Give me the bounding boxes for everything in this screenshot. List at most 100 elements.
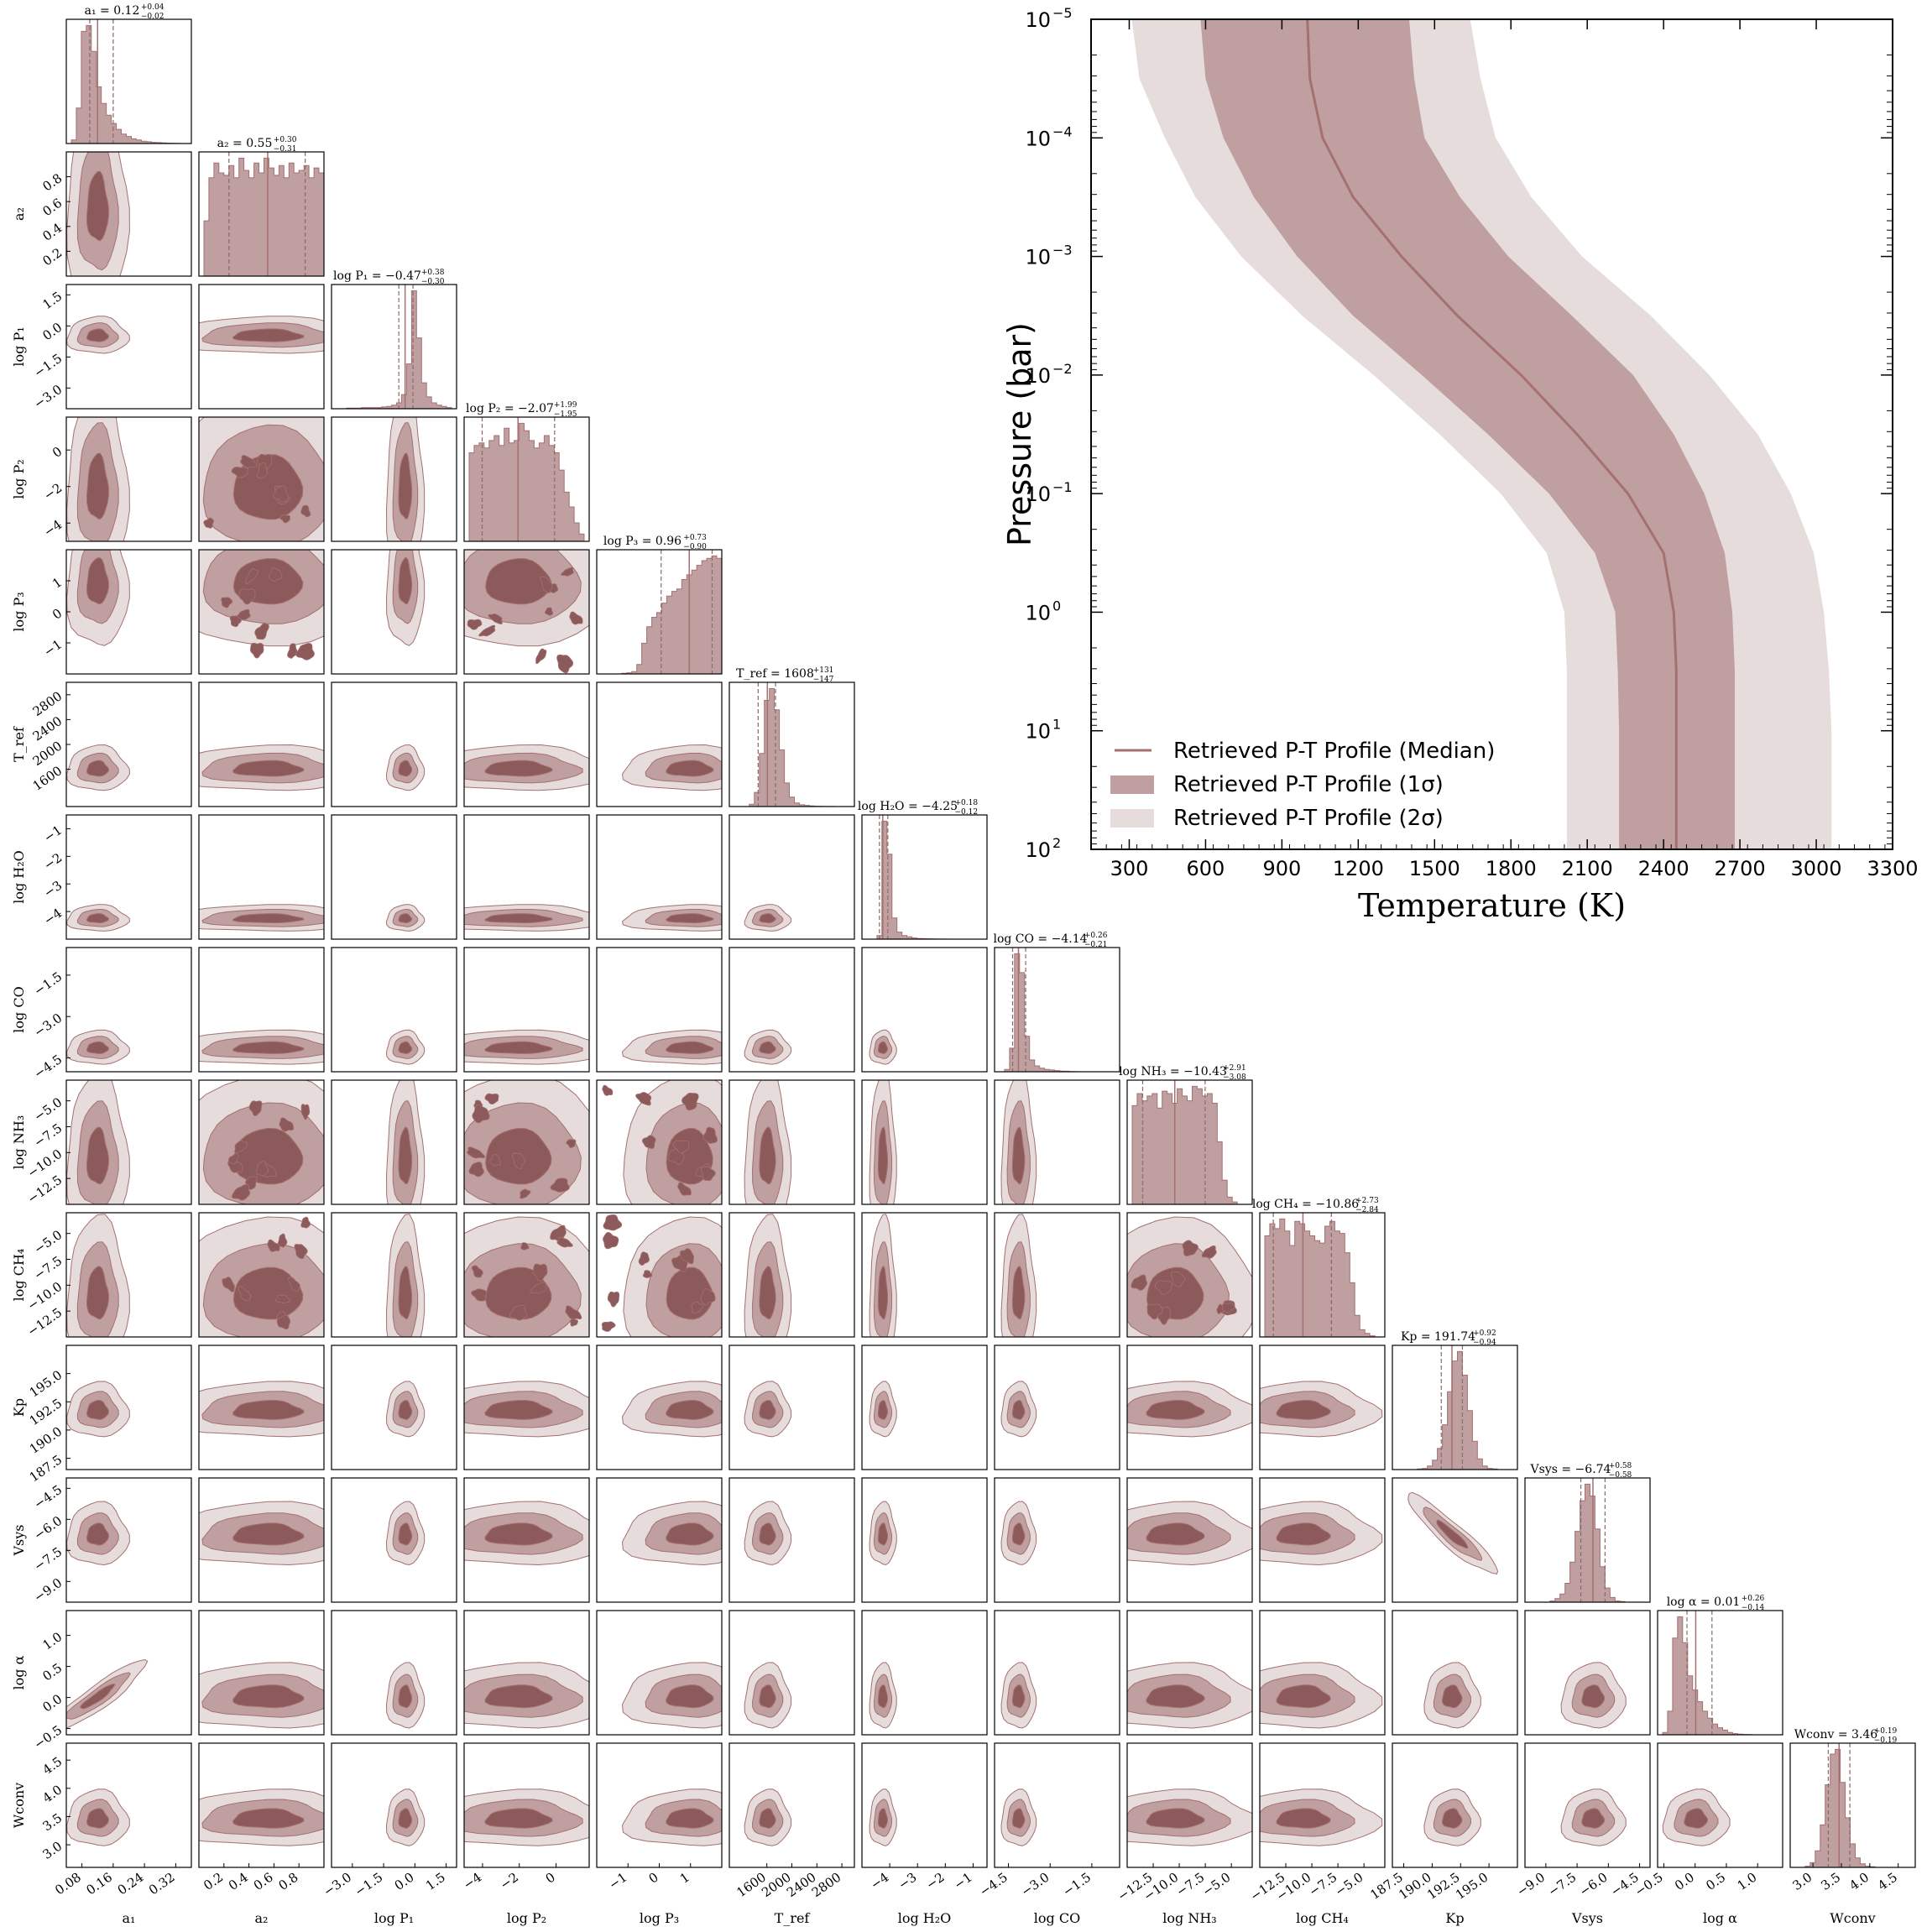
- panel-title-upper-error: +0.58: [1609, 1462, 1632, 1470]
- panel-kp-vs-t-ref: [728, 1345, 855, 1470]
- density-blob: [641, 1135, 656, 1150]
- density-blob: [254, 622, 269, 640]
- panel-frame: [198, 1742, 325, 1868]
- density-contour: [1276, 1399, 1331, 1420]
- panel-frame: [463, 814, 590, 940]
- panel-title: log CO = −4.14: [993, 932, 1087, 946]
- panel-frame: [463, 1610, 590, 1736]
- density-contour: [666, 1041, 714, 1054]
- y-tick-label: 0.4: [39, 220, 65, 243]
- density-blob: [1154, 1280, 1172, 1295]
- x-tick-label: 3.5: [1818, 1870, 1843, 1893]
- density-contour: [86, 760, 109, 777]
- density-blob: [642, 1270, 653, 1279]
- x-tick-label: −4: [868, 1870, 891, 1893]
- panel-frame: [1126, 1477, 1253, 1603]
- x-tick-label: 0.16: [83, 1870, 115, 1898]
- pt-x-tick-label: 2700: [1715, 857, 1766, 880]
- panel-log-p-vs-log-p: log P₃ = 0.96 +0.73−0.90: [596, 534, 723, 675]
- panel-frame: [331, 814, 457, 940]
- x-tick-label: 0.4: [226, 1870, 251, 1893]
- panel-log-h-o-vs-a: −4 −3 −2 −1 log H₂O: [11, 814, 192, 940]
- x-axis-label: log α: [1703, 1910, 1737, 1926]
- panel-frame: [861, 1610, 988, 1736]
- x-tick-label: 0.6: [251, 1870, 276, 1893]
- panel-log-p-vs-a: −3.0−1.5 0.0 1.5 log P₁: [11, 284, 192, 412]
- x-tick-label: 0.08: [52, 1870, 84, 1898]
- density-blob: [231, 466, 248, 478]
- y-tick-label: −1.5: [31, 969, 65, 999]
- y-tick-label: −9.0: [31, 1575, 65, 1606]
- x-axis-label: a₁: [123, 1910, 136, 1926]
- density-blob: [238, 1286, 252, 1302]
- x-tick-label: 0.8: [276, 1870, 301, 1893]
- panel-log-co-vs-log-p: [463, 947, 590, 1073]
- panel-kp-vs-log-p: [596, 1345, 723, 1470]
- panel-log-ch-vs-t-ref: [728, 1212, 855, 1338]
- panel-frame: [331, 1079, 457, 1205]
- panel-frame: [596, 1477, 723, 1603]
- pt-y-tick-exponent: 0: [1052, 598, 1061, 614]
- density-contour: [398, 1266, 413, 1320]
- panel-log-ch-vs-log-ch: log CH₄ = −10.86+2.73−2.84: [1252, 1197, 1386, 1338]
- density-blob: [570, 1318, 578, 1327]
- panel-log-co-vs-a: [198, 947, 325, 1073]
- panel-frame: [331, 1610, 457, 1736]
- panel-log-p-vs-log-p: [331, 416, 457, 542]
- panel-frame: [596, 1079, 723, 1205]
- panel-title-lower-error: −1.95: [554, 410, 577, 419]
- panel-log-vs-log-p: [463, 1610, 590, 1736]
- density-contour: [1146, 1684, 1205, 1709]
- y-axis-label: Wconv: [11, 1783, 27, 1828]
- density-blob: [287, 1277, 300, 1292]
- y-axis-label: Kp: [11, 1398, 27, 1417]
- pt-profile-chart: 300 600 900 1200 1500 1800 2100 2400 2700 3000 330…: [1001, 5, 1919, 924]
- pt-x-axis-label: Temperature (K): [1358, 887, 1626, 924]
- y-axis-label: T_ref: [11, 726, 27, 762]
- panel-frame: [994, 1212, 1120, 1338]
- density-contour: [759, 1684, 776, 1709]
- pt-x-tick-label: 300: [1110, 857, 1149, 880]
- pt-x-tick-label: 1500: [1409, 857, 1460, 880]
- panel-frame: [65, 284, 192, 410]
- panel-frame: [198, 416, 325, 542]
- y-axis-label: log CO: [11, 986, 27, 1032]
- panel-frame: [65, 1477, 192, 1603]
- histogram-bars: [1790, 1748, 1915, 1867]
- panel-vsys-vs-log-h-o: [861, 1477, 988, 1603]
- y-tick-label: 1: [50, 575, 65, 592]
- panel-log-p-vs-a: −4 −2 0 log P₂: [11, 416, 192, 542]
- y-tick-label: 2400: [30, 713, 65, 744]
- y-tick-label: −5.0: [31, 1227, 65, 1257]
- density-contour: [1146, 1522, 1205, 1546]
- panel-frame: [65, 947, 192, 1073]
- panel-log-h-o-vs-log-p: [596, 814, 723, 940]
- panel-kp-vs-a: [198, 1345, 325, 1470]
- density-contour: [1276, 1684, 1331, 1709]
- y-tick-label: 1.0: [39, 1629, 65, 1653]
- density-contour: [86, 913, 109, 924]
- density-blob: [300, 1216, 311, 1229]
- panel-frame: [1126, 1212, 1253, 1338]
- density-blob: [249, 642, 264, 659]
- density-contour: [86, 328, 109, 342]
- density-contour: [398, 1522, 413, 1546]
- x-tick-label: 0.0: [392, 1870, 417, 1893]
- panel-wconv-vs-log: −0.5 0.0 0.5 1.0 log α: [1632, 1742, 1783, 1926]
- pt-y-tick-exponent: −2: [1052, 361, 1073, 377]
- density-blob: [520, 1188, 531, 1199]
- density-contour: [485, 557, 552, 605]
- pt-1sigma-band: [1200, 19, 1735, 849]
- y-tick-label: 2000: [30, 739, 65, 770]
- panel-frame: [728, 681, 855, 807]
- density-blob: [607, 1291, 620, 1308]
- y-tick-label: −2: [41, 850, 65, 873]
- density-blob: [489, 1153, 501, 1167]
- panel-frame: [1126, 1345, 1253, 1470]
- density-contour: [1011, 1266, 1026, 1320]
- density-contour: [86, 452, 109, 520]
- density-contour: [877, 1041, 888, 1054]
- x-axis-label: log P₂: [507, 1910, 546, 1926]
- panel-title: log CH₄ = −10.86: [1252, 1198, 1359, 1211]
